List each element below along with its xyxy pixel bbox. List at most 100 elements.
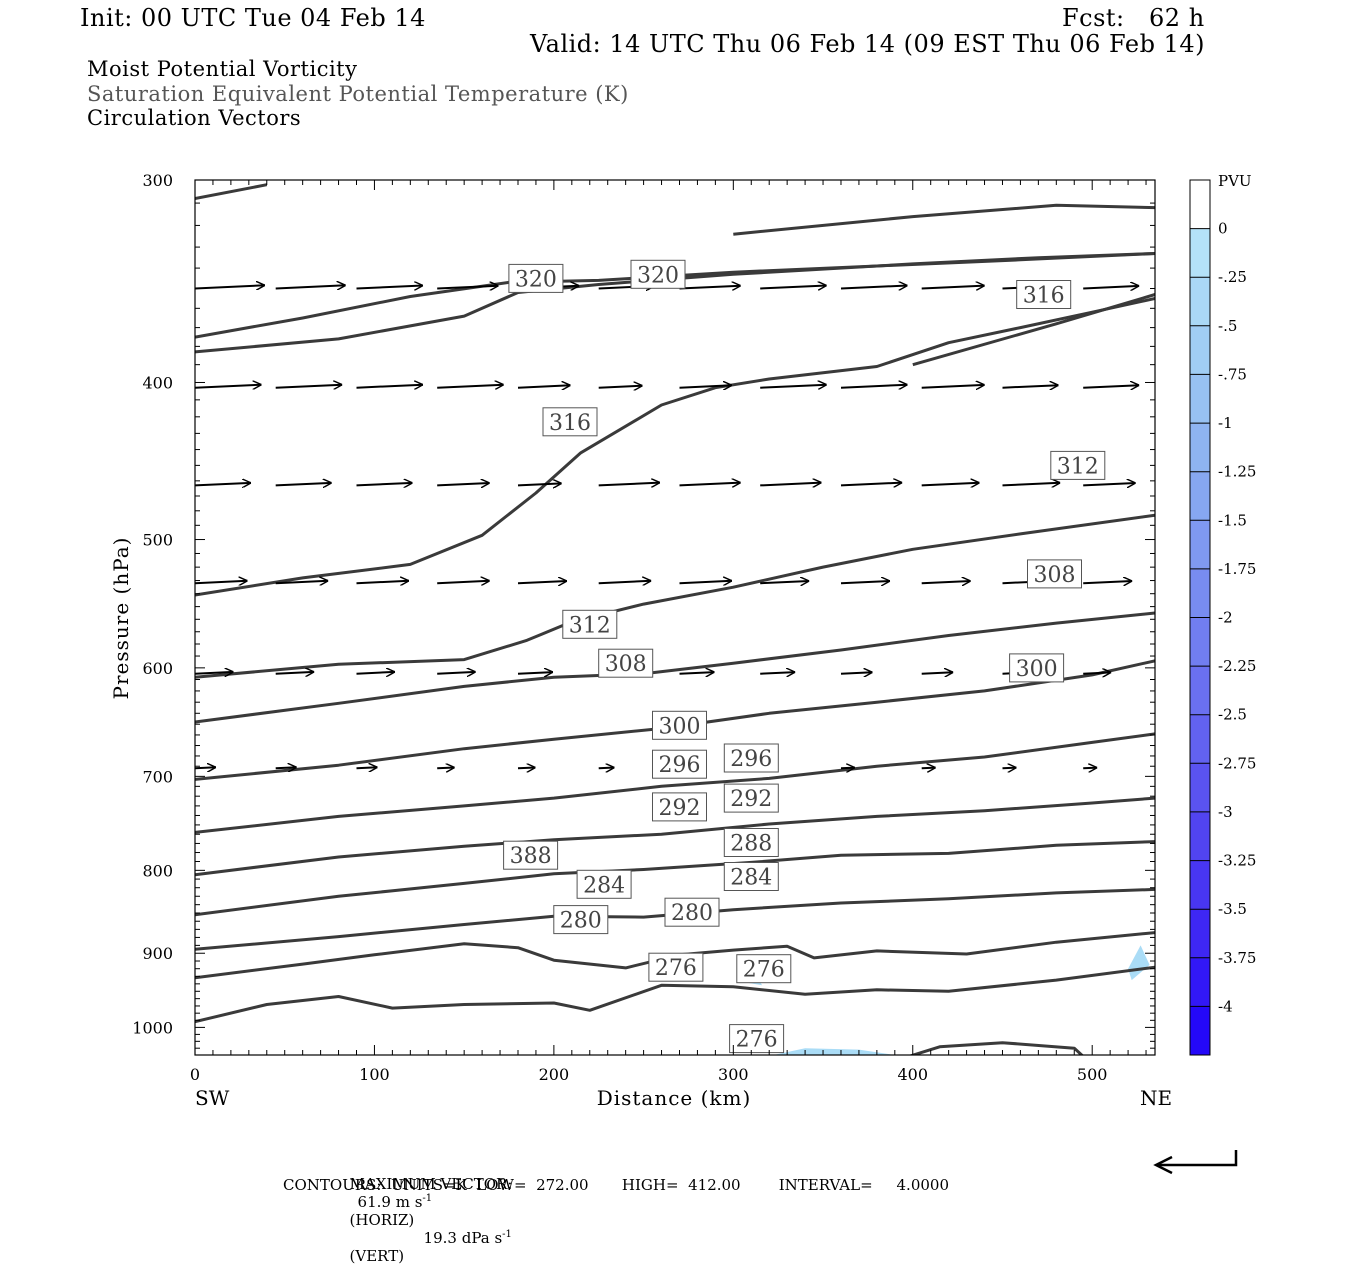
circulation-vector xyxy=(356,767,378,768)
field-label-vectors: Circulation Vectors xyxy=(87,106,302,130)
circulation-vector xyxy=(1083,581,1132,583)
field-label-theta: Saturation Equivalent Potential Temperat… xyxy=(87,82,629,106)
x-tick-label: 500 xyxy=(1077,1065,1108,1084)
contour-label: 316 xyxy=(549,411,591,436)
contour-line-308 xyxy=(195,513,1155,679)
contour-label: 284 xyxy=(730,866,772,891)
colorbar-segment xyxy=(1190,325,1210,375)
circulation-vector xyxy=(760,581,809,583)
circulation-vector xyxy=(356,581,410,583)
contour-label-box xyxy=(542,407,598,437)
circulation-vector xyxy=(1083,385,1139,388)
circulation-vector xyxy=(356,385,424,388)
circulation-vector xyxy=(760,385,827,388)
colorbar-segment xyxy=(1190,617,1210,667)
y-tick-label: 600 xyxy=(142,659,173,678)
contour-label: 276 xyxy=(655,956,697,981)
contour-label: 280 xyxy=(671,901,713,926)
max-vector-line: MAXIMUM VECTOR: 61.9 m s-1 (HORIZ) 19.3 … xyxy=(340,1157,513,1265)
mpv-patch xyxy=(1128,945,1150,981)
x-tick-label: 0 xyxy=(190,1065,200,1084)
circulation-vector xyxy=(517,672,553,674)
contour-info: CONTOURS: UNITS=K LOW= 272.00 HIGH= 412.… xyxy=(283,1176,949,1194)
colorbar-segment xyxy=(1190,180,1210,230)
vertical-unit-exponent: -1 xyxy=(502,1229,512,1240)
contour-label: 320 xyxy=(637,263,679,288)
y-tick-label: 700 xyxy=(142,767,173,786)
circulation-vector xyxy=(760,483,821,486)
contour-label-box xyxy=(723,828,779,857)
circulation-vector xyxy=(1002,768,1017,769)
contour-label: 308 xyxy=(1034,563,1076,588)
circulation-vector xyxy=(840,483,902,486)
circulation-vector xyxy=(679,581,733,583)
contour-line-296 xyxy=(195,732,1155,834)
contour-label: 316 xyxy=(1023,284,1065,309)
contour-label: 292 xyxy=(730,787,772,812)
max-horizontal-value: 61.9 m s xyxy=(357,1193,423,1211)
contour-label: 296 xyxy=(659,753,701,778)
contour-label-box xyxy=(652,710,707,740)
contour-labels: 320 320 316 316 312 312 308 308 300 300 296 296 292 2… xyxy=(503,259,1106,1054)
circulation-vector xyxy=(195,483,251,486)
mpv-patch xyxy=(209,1058,234,1075)
contour-label: 300 xyxy=(659,714,701,739)
max-vector-label: MAXIMUM VECTOR: xyxy=(349,1175,513,1193)
x-tick-label: 100 xyxy=(359,1065,390,1084)
contour-label: 284 xyxy=(583,873,625,898)
colorbar-label: 0 xyxy=(1218,220,1228,238)
circulation-vector xyxy=(921,672,954,673)
contour-line-276 xyxy=(908,1041,1084,1055)
colorbar-segment xyxy=(1190,277,1210,327)
colorbar-label: -2.5 xyxy=(1218,706,1247,724)
circulation-vector xyxy=(840,768,855,769)
circulation-vector xyxy=(517,385,571,387)
circulation-vector xyxy=(1083,672,1111,673)
colorbar-segment xyxy=(1190,666,1210,716)
circulation-vector xyxy=(1002,483,1061,486)
contour-label: 312 xyxy=(569,613,611,638)
circulation-vector xyxy=(921,385,985,388)
circulation-vector xyxy=(275,385,343,388)
contour-line-300 xyxy=(195,659,1155,781)
circulation-vector xyxy=(1083,768,1097,769)
contour-line-292 xyxy=(195,796,1155,877)
y-tick-label: 900 xyxy=(142,944,173,963)
circulation-vector xyxy=(195,285,265,288)
x-right-end-label: NE xyxy=(1140,1086,1172,1110)
max-vertical-value: 19.3 dPa s xyxy=(423,1229,503,1247)
circulation-vector xyxy=(275,581,329,583)
colorbar-label: -3.75 xyxy=(1218,949,1256,967)
plot-frame xyxy=(194,179,1156,1056)
circulation-vector xyxy=(1083,483,1136,485)
colorbar-title: PVU xyxy=(1218,172,1252,190)
circulation-vector xyxy=(840,286,908,289)
contour-line-276 xyxy=(195,965,1155,1024)
contour-label-box xyxy=(1016,280,1072,309)
colorbar-label: -3.5 xyxy=(1218,900,1247,918)
circulation-vector xyxy=(679,483,741,486)
colorbar-segment xyxy=(1190,568,1210,618)
colorbar-segment xyxy=(1190,520,1210,570)
x-tick-label: 300 xyxy=(718,1065,749,1084)
colorbar-label: -1.5 xyxy=(1218,511,1247,529)
circulation-vector xyxy=(921,581,971,583)
x-tick-label: 200 xyxy=(539,1065,570,1084)
circulation-vector xyxy=(1154,767,1155,769)
contour-label-box xyxy=(1050,450,1106,480)
mpv-patch xyxy=(787,1055,895,1074)
forecast-hour: Fcst: 62 h xyxy=(1062,4,1205,32)
contour-label-box xyxy=(729,1024,785,1054)
contour-line-316 xyxy=(733,203,1155,236)
colorbar-label: -2 xyxy=(1218,609,1233,627)
colorbar-label: -1.25 xyxy=(1218,463,1256,481)
circulation-vector xyxy=(921,483,980,486)
y-tick-label: 1000 xyxy=(132,1018,173,1037)
circulation-vector xyxy=(517,581,567,583)
mpv-patch xyxy=(814,1060,850,1068)
x-axis-label: Distance (km) xyxy=(597,1086,752,1110)
reference-vector-icon xyxy=(1153,1150,1238,1175)
contour-label-box xyxy=(503,840,559,870)
colorbar-segment xyxy=(1190,423,1210,473)
contour-label-box xyxy=(562,609,618,639)
